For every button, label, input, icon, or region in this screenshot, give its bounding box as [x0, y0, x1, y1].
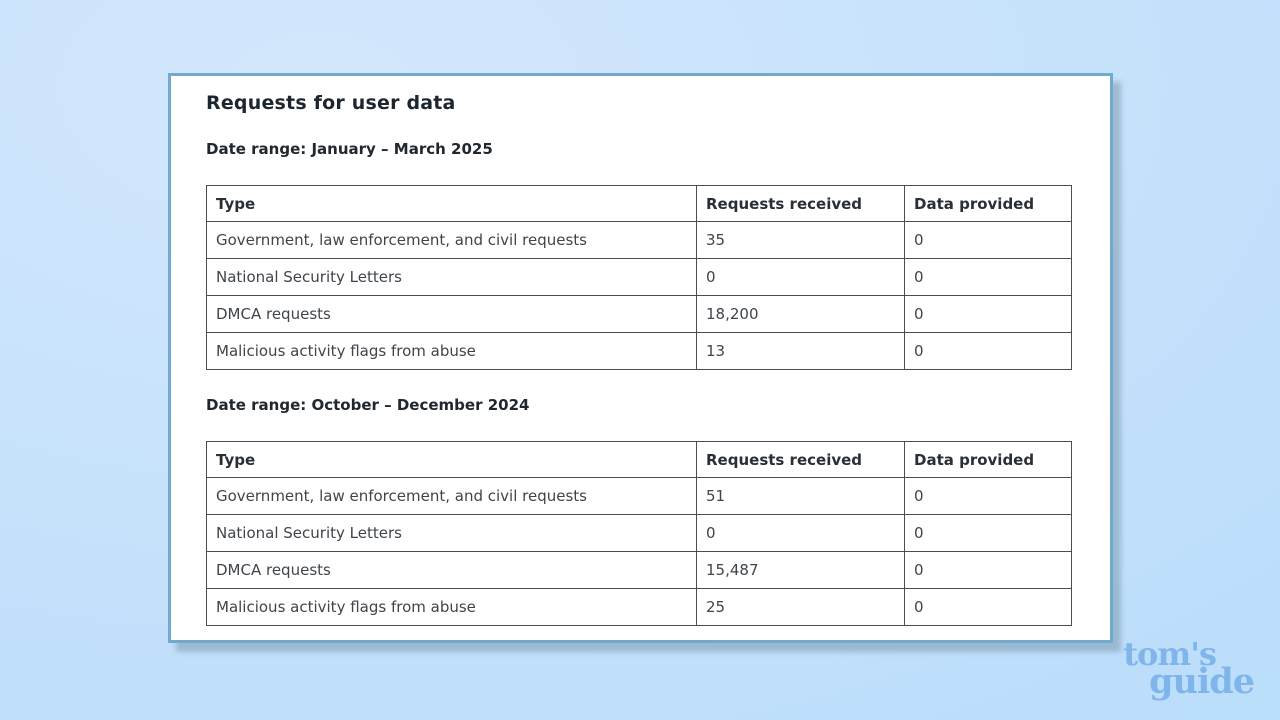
table-row: DMCA requests 18,200 0	[206, 295, 1072, 333]
column-header-data-provided: Data provided	[904, 441, 1072, 478]
table-cell-received: 0	[696, 514, 905, 552]
table-cell-received: 51	[696, 477, 905, 515]
table-row: Government, law enforcement, and civil r…	[206, 221, 1072, 259]
table-cell-received: 18,200	[696, 295, 905, 333]
table-cell-provided: 0	[904, 588, 1072, 626]
toms-guide-logo: tom's guide	[1123, 635, 1255, 702]
table-cell-provided: 0	[904, 477, 1072, 515]
table-cell-type: National Security Letters	[206, 514, 697, 552]
table-row: DMCA requests 15,487 0	[206, 551, 1072, 589]
table-cell-type: National Security Letters	[206, 258, 697, 296]
table-cell-received: 15,487	[696, 551, 905, 589]
column-header-type: Type	[206, 185, 697, 222]
table-header-row: Type Requests received Data provided	[206, 185, 1072, 222]
table-row: Malicious activity flags from abuse 25 0	[206, 588, 1072, 626]
table-cell-type: DMCA requests	[206, 295, 697, 333]
date-range-label-q1-2025: Date range: January – March 2025	[206, 140, 493, 158]
report-card: Requests for user data Date range: Janua…	[168, 73, 1113, 643]
table-cell-type: Malicious activity flags from abuse	[206, 332, 697, 370]
column-header-requests-received: Requests received	[696, 441, 905, 478]
table-cell-received: 13	[696, 332, 905, 370]
requests-table-q4-2024: Type Requests received Data provided Gov…	[206, 441, 1072, 626]
requests-table-q1-2025: Type Requests received Data provided Gov…	[206, 185, 1072, 370]
table-row: National Security Letters 0 0	[206, 514, 1072, 552]
column-header-requests-received: Requests received	[696, 185, 905, 222]
table-cell-provided: 0	[904, 258, 1072, 296]
table-cell-received: 35	[696, 221, 905, 259]
table-cell-received: 25	[696, 588, 905, 626]
table-header-row: Type Requests received Data provided	[206, 441, 1072, 478]
table-cell-type: Malicious activity flags from abuse	[206, 588, 697, 626]
table-row: Government, law enforcement, and civil r…	[206, 477, 1072, 515]
table-cell-type: DMCA requests	[206, 551, 697, 589]
table-row: Malicious activity flags from abuse 13 0	[206, 332, 1072, 370]
column-header-type: Type	[206, 441, 697, 478]
toms-guide-logo-line2: guide	[1149, 661, 1255, 702]
date-range-label-q4-2024: Date range: October – December 2024	[206, 396, 530, 414]
table-cell-provided: 0	[904, 295, 1072, 333]
table-cell-provided: 0	[904, 221, 1072, 259]
table-cell-provided: 0	[904, 514, 1072, 552]
table-row: National Security Letters 0 0	[206, 258, 1072, 296]
table-cell-type: Government, law enforcement, and civil r…	[206, 477, 697, 515]
table-cell-provided: 0	[904, 332, 1072, 370]
table-cell-provided: 0	[904, 551, 1072, 589]
table-cell-type: Government, law enforcement, and civil r…	[206, 221, 697, 259]
page-title: Requests for user data	[206, 92, 456, 114]
table-cell-received: 0	[696, 258, 905, 296]
toms-guide-logo-line1: tom's	[1123, 635, 1217, 673]
column-header-data-provided: Data provided	[904, 185, 1072, 222]
